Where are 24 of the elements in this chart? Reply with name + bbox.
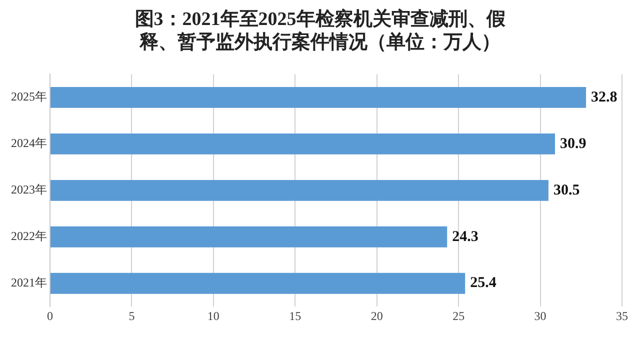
y-tick-label: 2024年 bbox=[11, 136, 47, 150]
y-tick-label: 2021年 bbox=[11, 276, 47, 290]
x-tick-label: 15 bbox=[289, 308, 302, 323]
data-label: 30.5 bbox=[553, 182, 580, 198]
x-tick-label: 5 bbox=[128, 308, 135, 323]
bar bbox=[50, 180, 548, 201]
x-tick-label: 30 bbox=[534, 308, 546, 323]
bar bbox=[50, 226, 448, 248]
chart-title: 图3：2021年至2025年检察机关审查减刑、假释、暂予监外执行案件情况（单位：万人） bbox=[134, 8, 506, 54]
bar bbox=[50, 272, 466, 294]
x-tick-label: 25 bbox=[452, 308, 465, 323]
data-label: 30.9 bbox=[560, 136, 586, 152]
x-tick-label: 35 bbox=[616, 308, 628, 323]
bar bbox=[50, 86, 586, 108]
data-label: 25.4 bbox=[470, 275, 497, 292]
y-tick-label: 2023年 bbox=[11, 182, 47, 197]
x-tick-label: 20 bbox=[370, 308, 383, 323]
data-label: 32.8 bbox=[591, 89, 618, 106]
x-tick-label: 0 bbox=[47, 308, 53, 323]
y-tick-label: 2025年 bbox=[11, 90, 47, 104]
x-tick-label: 10 bbox=[207, 308, 220, 323]
y-tick-label: 2022年 bbox=[11, 229, 47, 244]
bar bbox=[50, 133, 555, 154]
data-label: 24.3 bbox=[452, 228, 478, 245]
